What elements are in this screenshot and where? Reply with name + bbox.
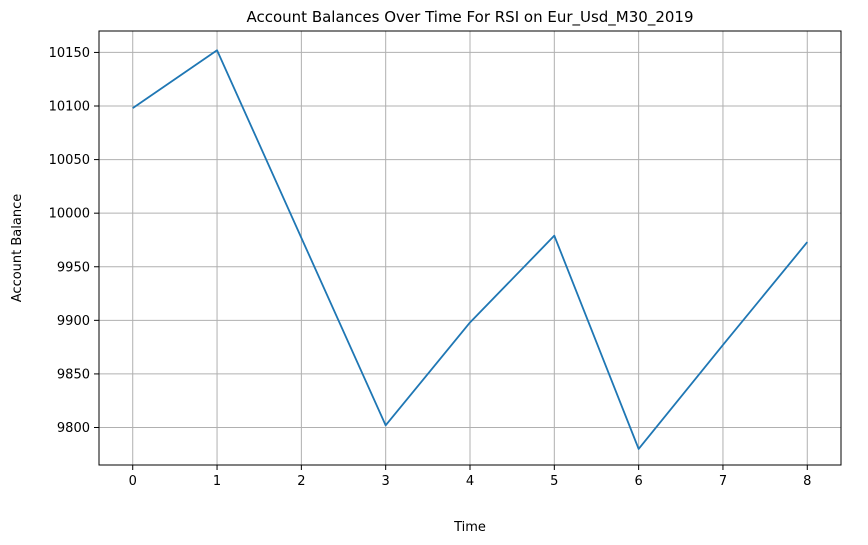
y-tick-label: 10000 xyxy=(49,207,90,222)
y-tick-label: 9950 xyxy=(57,260,90,275)
x-tick-label: 3 xyxy=(382,474,390,489)
x-tick-label: 2 xyxy=(297,474,305,489)
x-tick-label: 6 xyxy=(634,474,642,489)
x-tick-label: 0 xyxy=(129,474,137,489)
x-tick-label: 1 xyxy=(213,474,221,489)
y-tick-label: 10100 xyxy=(49,100,90,115)
x-tick-label: 4 xyxy=(466,474,474,489)
series-line xyxy=(132,49,808,450)
y-tick-label: 10150 xyxy=(49,46,90,61)
series-layer xyxy=(132,49,808,450)
grid xyxy=(99,31,841,465)
x-tick-label: 7 xyxy=(719,474,727,489)
x-tick-label: 8 xyxy=(803,474,811,489)
y-tick-label: 9850 xyxy=(57,367,90,382)
y-axis-label: Account Balance xyxy=(10,194,25,302)
y-tick-label: 9900 xyxy=(57,314,90,329)
x-axis-label: Time xyxy=(453,520,486,535)
x-tick-label: 5 xyxy=(550,474,558,489)
y-tick-label: 9800 xyxy=(57,421,90,436)
y-tick-label: 10050 xyxy=(49,153,90,168)
ticks: 0 1 2 3 4 5 6 7 8 9800 9850 9900 9950 10000 10050 10100… xyxy=(49,46,812,489)
chart-title: Account Balances Over Time For RSI on Eu… xyxy=(246,8,693,27)
